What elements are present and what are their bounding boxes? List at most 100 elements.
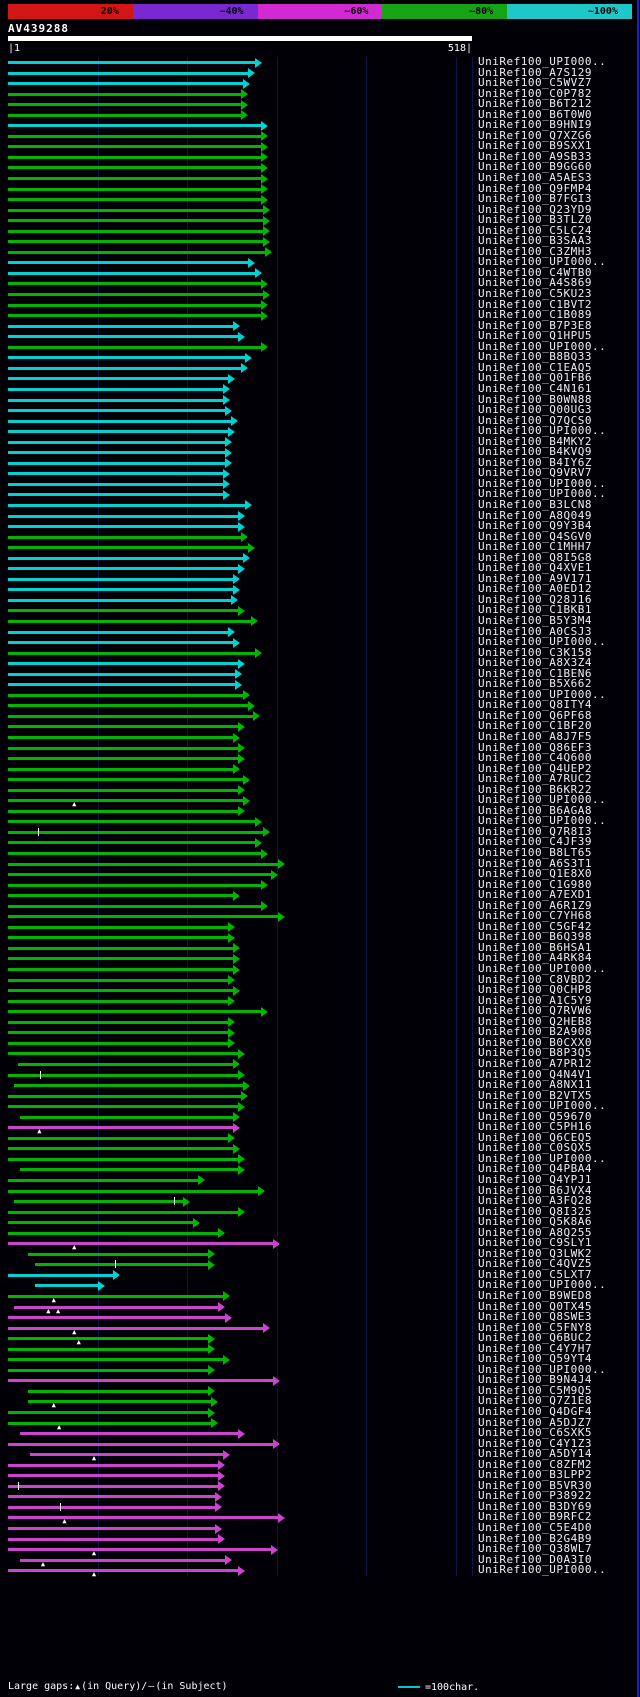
hit-bar[interactable] [8, 1157, 240, 1161]
hit-bar[interactable] [8, 1527, 217, 1531]
hit-bar[interactable] [8, 1105, 240, 1109]
hit-bar[interactable] [8, 356, 246, 360]
hit-bar[interactable] [8, 672, 236, 676]
hit-bar[interactable] [8, 535, 243, 539]
hit-bar[interactable] [8, 1316, 226, 1320]
hit-bar[interactable] [8, 1442, 275, 1446]
hit-bar[interactable] [17, 1062, 234, 1066]
hit-bar[interactable] [8, 1052, 240, 1056]
hit-bar[interactable] [19, 1168, 240, 1172]
hit-bar[interactable] [8, 71, 250, 75]
hit-bar[interactable] [8, 736, 234, 739]
hit-bar[interactable] [8, 1273, 114, 1277]
hit-bar[interactable] [19, 1115, 234, 1119]
hit-bar[interactable] [8, 1221, 194, 1225]
hit-bar[interactable] [8, 1347, 209, 1351]
hit-bar[interactable] [8, 398, 225, 402]
hit-bar[interactable] [8, 345, 262, 349]
hit-bar[interactable] [34, 1284, 99, 1288]
hit-bar[interactable] [8, 820, 257, 824]
hit-bar[interactable] [8, 229, 264, 233]
hit-bar[interactable] [8, 177, 262, 181]
hit-bar[interactable] [8, 1020, 229, 1024]
hit-bar[interactable] [8, 683, 236, 687]
hit-bar[interactable] [8, 208, 264, 212]
hit-bar[interactable] [8, 293, 264, 297]
hit-bar[interactable] [8, 1569, 240, 1573]
hit-bar[interactable] [8, 113, 243, 117]
hit-bar[interactable] [8, 303, 262, 307]
hit-bar[interactable] [27, 1400, 212, 1404]
hit-bar[interactable] [8, 366, 243, 370]
hit-bar[interactable] [8, 704, 250, 708]
hit-bar[interactable] [8, 419, 233, 423]
hit-bar[interactable] [8, 577, 234, 581]
hit-bar[interactable] [8, 873, 272, 877]
hit-bar[interactable] [8, 556, 244, 560]
hit-bar[interactable] [8, 440, 226, 444]
hit-bar[interactable] [8, 1474, 219, 1478]
hit-bar[interactable] [8, 503, 246, 507]
hit-bar[interactable] [8, 936, 229, 940]
hit-bar[interactable] [8, 1495, 217, 1499]
hit-bar[interactable] [8, 925, 229, 929]
hit-bar[interactable] [8, 609, 240, 613]
hit-bar[interactable] [8, 757, 240, 761]
hit-bar[interactable] [8, 1147, 234, 1151]
hit-bar[interactable] [8, 957, 234, 961]
hit-bar[interactable] [8, 1041, 229, 1045]
hit-bar[interactable] [8, 514, 240, 518]
hit-bar[interactable] [27, 1252, 209, 1256]
hit-bar[interactable] [8, 894, 234, 898]
hit-bar[interactable] [8, 619, 252, 623]
hit-bar[interactable] [8, 1358, 225, 1362]
hit-bar[interactable] [8, 799, 244, 803]
hit-bar[interactable] [8, 166, 262, 170]
hit-bar[interactable] [8, 1463, 219, 1467]
hit-bar[interactable] [8, 567, 240, 571]
hit-bar[interactable] [8, 1379, 275, 1383]
hit-bar[interactable] [8, 546, 250, 550]
hit-bar[interactable] [19, 1432, 240, 1436]
hit-bar[interactable] [8, 1505, 217, 1509]
hit-bar[interactable] [8, 387, 225, 391]
hit-bar[interactable] [27, 1389, 209, 1393]
hit-bar[interactable] [8, 1031, 229, 1035]
hit-bar[interactable] [8, 883, 262, 887]
hit-bar[interactable] [8, 282, 262, 286]
hit-bar[interactable] [8, 767, 234, 771]
hit-bar[interactable] [8, 1516, 279, 1520]
hit-bar[interactable] [8, 1136, 229, 1140]
hit-bar[interactable] [8, 1231, 219, 1235]
hit-bar[interactable] [8, 335, 240, 339]
hit-bar[interactable] [8, 145, 262, 149]
hit-bar[interactable] [8, 946, 234, 950]
hit-bar[interactable] [8, 630, 229, 634]
hit-bar[interactable] [14, 1200, 184, 1204]
hit-bar[interactable] [8, 377, 229, 381]
hit-bar[interactable] [8, 1073, 240, 1077]
hit-bar[interactable] [8, 989, 234, 993]
hit-bar[interactable] [8, 725, 240, 729]
hit-bar[interactable] [8, 240, 264, 244]
hit-bar[interactable] [8, 1010, 262, 1014]
hit-bar[interactable] [8, 1421, 212, 1425]
hit-bar[interactable] [8, 430, 229, 434]
hit-bar[interactable] [30, 1453, 225, 1457]
hit-bar[interactable] [19, 1558, 226, 1562]
hit-bar[interactable] [8, 1548, 272, 1552]
hit-bar[interactable] [8, 124, 262, 128]
hit-bar[interactable] [8, 693, 244, 697]
hit-bar[interactable] [8, 641, 234, 645]
hit-bar[interactable] [8, 746, 240, 750]
hit-bar[interactable] [8, 968, 234, 972]
hit-bar[interactable] [8, 978, 229, 982]
hit-bar[interactable] [8, 1210, 240, 1214]
hit-bar[interactable] [8, 103, 243, 107]
hit-bar[interactable] [8, 999, 229, 1003]
hit-bar[interactable] [8, 134, 262, 138]
hit-bar[interactable] [8, 862, 279, 866]
hit-bar[interactable] [8, 461, 226, 465]
hit-bar[interactable] [8, 588, 234, 592]
hit-bar[interactable] [8, 472, 225, 476]
